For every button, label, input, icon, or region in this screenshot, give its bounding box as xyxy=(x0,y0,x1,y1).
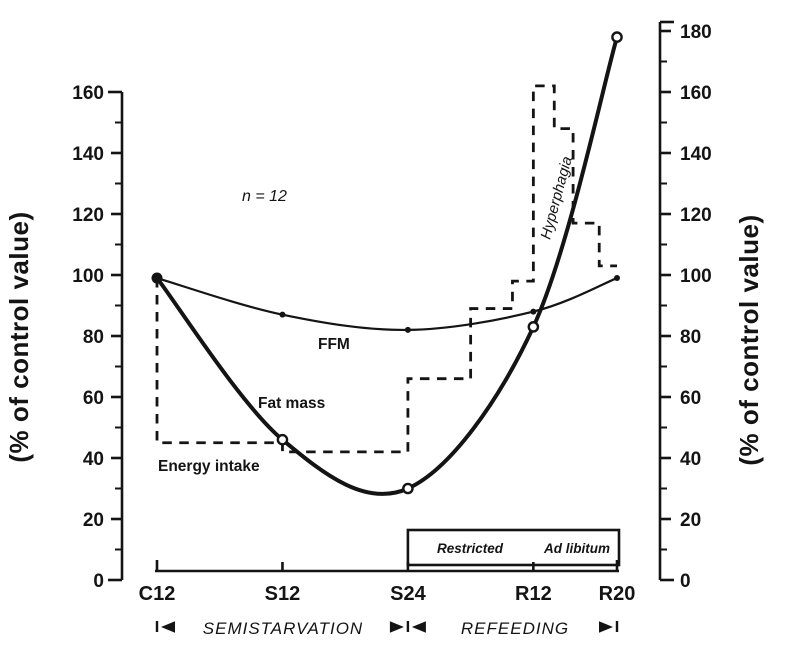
phase-label-semistarvation: SEMISTARVATION xyxy=(203,619,363,638)
left-axis-tick-label: 120 xyxy=(72,205,104,226)
sample-size-note: n = 12 xyxy=(242,188,287,205)
right-axis-title: (% of control value) xyxy=(734,214,764,465)
phase-label-refeeding: REFEEDING xyxy=(461,619,569,638)
fat-mass-point xyxy=(276,433,289,446)
axes: 0 20 40 60 80 100 120 140 160 0 20 40 60 80 100 120 140 1… xyxy=(72,20,712,633)
left-axis-tick-label: 100 xyxy=(72,266,104,287)
right-axis-tick-label: 0 xyxy=(680,571,691,592)
phase-boundary-bar xyxy=(615,621,619,632)
right-axis-tick-label: 20 xyxy=(680,510,701,531)
fat-mass-point xyxy=(611,31,623,43)
right-axis-tick-label: 120 xyxy=(680,205,712,226)
right-axis-tick-label: 100 xyxy=(680,266,712,287)
arrow-left-icon xyxy=(411,621,426,633)
arrow-right-icon xyxy=(389,621,404,633)
left-axis-tick-label: 60 xyxy=(83,388,104,409)
box-label-restricted: Restricted xyxy=(437,541,504,556)
left-axis-tick-label: 0 xyxy=(93,571,104,592)
series-label-fat-mass: Fat mass xyxy=(258,395,325,412)
fat-mass-point xyxy=(527,321,540,333)
hyperphagia-label: Hyperphagia xyxy=(537,155,575,242)
series-label-ffm: FFM xyxy=(318,336,350,353)
phase-boundary-bar xyxy=(406,621,410,632)
right-axis-tick-label: 40 xyxy=(680,449,701,470)
arrow-left-icon xyxy=(161,621,175,633)
data-point-markers xyxy=(151,31,623,495)
right-axis-tick-label: 140 xyxy=(680,144,712,165)
annotation-layer: (% of control value) (% of control value… xyxy=(4,155,764,638)
right-axis-tick-label: 60 xyxy=(680,388,701,409)
ffm-point xyxy=(530,308,537,315)
arrow-right-icon xyxy=(598,621,613,633)
x-axis-category-label: S24 xyxy=(390,583,426,605)
x-axis-category-label: S12 xyxy=(265,583,301,605)
fat-mass-curve xyxy=(155,35,619,496)
ffm-point xyxy=(404,326,411,333)
x-axis-category-label: R20 xyxy=(599,583,636,605)
left-axis-tick-label: 160 xyxy=(72,83,104,104)
series xyxy=(155,35,619,496)
left-axis-tick-label: 80 xyxy=(83,327,104,348)
energy-intake-step-line xyxy=(155,84,617,454)
ffm-point xyxy=(613,275,620,282)
left-axis-tick-label: 140 xyxy=(72,144,104,165)
ffm-point xyxy=(279,311,286,318)
fat-mass-start-point xyxy=(151,272,163,284)
right-axis-tick-label: 180 xyxy=(680,22,712,43)
refeeding-box xyxy=(406,528,621,567)
left-axis-tick-label: 40 xyxy=(83,449,104,470)
phase-boundary-bar xyxy=(155,621,159,632)
right-axis-tick-label: 160 xyxy=(680,83,712,104)
left-axis-title: (% of control value) xyxy=(4,211,34,462)
x-axis-category-label: R12 xyxy=(515,583,552,605)
x-axis-category-label: C12 xyxy=(139,583,176,605)
right-axis-tick-label: 80 xyxy=(680,327,701,348)
series-label-energy-intake: Energy intake xyxy=(158,458,260,475)
box-label-ad-libitum: Ad libitum xyxy=(543,541,610,556)
fat-mass-point xyxy=(402,482,414,495)
left-axis-tick-label: 20 xyxy=(83,510,104,531)
